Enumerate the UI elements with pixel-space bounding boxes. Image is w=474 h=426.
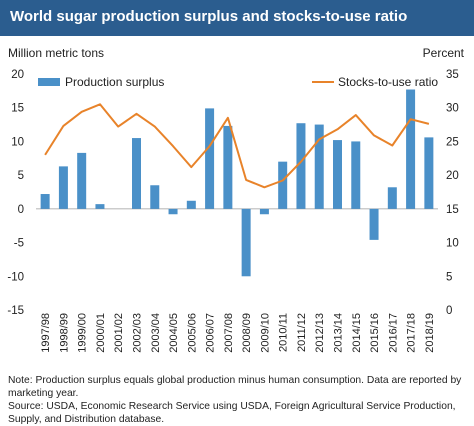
bar-production-surplus [168, 208, 178, 215]
y-right-tick-label: 0 [446, 305, 452, 317]
right-axis-unit: Percent [422, 46, 464, 60]
source-text: Source: USDA, Economic Research Service … [8, 401, 456, 425]
x-tick-label: 2017/18 [406, 313, 418, 353]
x-tick-label: 2008/09 [241, 313, 253, 353]
bar-production-surplus [58, 166, 68, 209]
x-tick-label: 1997/98 [40, 313, 52, 353]
bar-production-surplus [205, 108, 215, 209]
bar-production-surplus [223, 125, 233, 209]
bar-production-surplus [369, 208, 379, 240]
bar-production-surplus [296, 123, 306, 209]
bar-production-surplus [387, 187, 397, 209]
y-left-tick-label: -5 [14, 238, 24, 250]
legend-label-stocks-to-use: Stocks-to-use ratio [338, 75, 438, 89]
x-tick-label: 2007/08 [223, 313, 235, 353]
y-left-tick-label: 15 [11, 103, 24, 115]
x-tick-label: 2016/17 [387, 313, 399, 353]
legend-label-production-surplus: Production surplus [65, 75, 164, 89]
title-bar: World sugar production surplus and stock… [0, 0, 474, 36]
x-tick-label: 2004/05 [168, 313, 180, 353]
x-tick-label: 1998/99 [58, 313, 70, 353]
x-tick-label: 2013/14 [333, 313, 345, 353]
y-left-tick-label: 10 [11, 136, 24, 148]
bar-production-surplus [40, 194, 50, 209]
y-right-tick-label: 15 [446, 204, 459, 216]
x-tick-label: 2015/16 [369, 313, 381, 353]
x-tick-label: 2001/02 [113, 313, 125, 353]
bar-production-surplus [95, 204, 105, 209]
x-tick-label: 2011/12 [296, 313, 308, 352]
legend-swatch-production-surplus [38, 78, 60, 86]
x-tick-label: 2018/19 [424, 313, 436, 353]
x-tick-label: 2006/07 [205, 313, 217, 353]
y-left-tick-label: 5 [18, 170, 24, 182]
y-left-tick-label: -15 [7, 305, 24, 317]
bar-production-surplus [333, 140, 342, 209]
bar-production-surplus [314, 124, 324, 209]
bar-production-surplus [278, 161, 288, 209]
left-axis-unit: Million metric tons [8, 46, 105, 60]
bar-production-surplus [351, 141, 361, 209]
bar-production-surplus [150, 185, 160, 209]
y-right-tick-label: 5 [446, 271, 452, 283]
bar-production-surplus [259, 208, 269, 215]
bar-production-surplus [241, 208, 251, 277]
x-tick-label: 2009/10 [259, 313, 271, 353]
y-right-tick-label: 35 [446, 69, 459, 81]
x-tick-label: 2010/11 [278, 313, 290, 352]
x-tick-label: 2012/13 [314, 313, 326, 353]
bar-production-surplus [77, 152, 87, 209]
y-right-tick-label: 20 [446, 170, 459, 182]
bar-production-surplus [186, 200, 196, 209]
y-left-tick-label: 20 [11, 69, 24, 81]
y-right-tick-label: 10 [446, 238, 459, 250]
x-tick-label: 1999/00 [77, 313, 89, 353]
y-right-tick-label: 25 [446, 136, 459, 148]
note-text: Note: Production surplus equals global p… [8, 375, 462, 399]
chart-title: World sugar production surplus and stock… [10, 8, 408, 25]
x-tick-label: 2014/15 [351, 313, 363, 353]
line-stocks-to-use [44, 103, 430, 189]
chart-svg: -15 -10 -5 0 5 10 15 20 0 5 10 15 20 25 30 35 1997/98 199… [7, 69, 459, 353]
x-tick-label: 2000/01 [95, 313, 107, 353]
x-tick-label: 2003/04 [150, 313, 162, 353]
notes: Note: Production surplus equals global p… [8, 374, 464, 426]
x-tick-label: 2005/06 [186, 313, 198, 353]
y-right-tick-label: 30 [446, 103, 459, 115]
bar-production-surplus [406, 89, 416, 209]
x-tick-label: 2002/03 [132, 313, 144, 353]
y-left-tick-label: -10 [7, 271, 24, 283]
bar-production-surplus [424, 137, 434, 209]
y-left-tick-label: 0 [18, 204, 24, 216]
bar-production-surplus [132, 138, 141, 209]
